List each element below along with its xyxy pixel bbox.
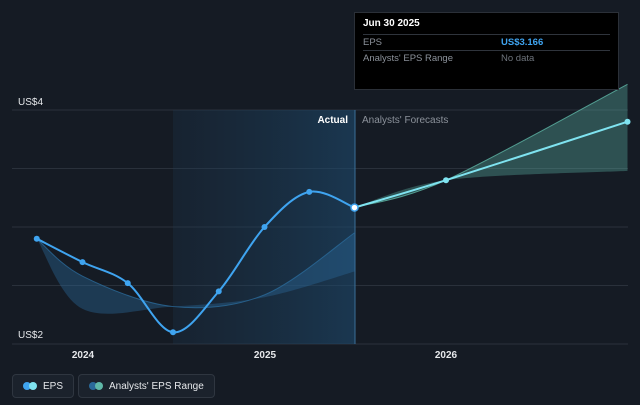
x-tick-2026: 2026 [435, 350, 458, 361]
eps-line [36, 190, 355, 334]
legend-item-eps-range[interactable]: Analysts' EPS Range [78, 374, 215, 398]
actual-label: Actual [317, 115, 348, 126]
tooltip-value: US$3.166 [501, 37, 544, 48]
y-axis-label-max: US$4 [18, 97, 43, 108]
x-tick-2024: 2024 [72, 350, 95, 361]
forecast-range-band [354, 84, 628, 208]
eps-point [33, 235, 40, 242]
legend-label: EPS [43, 380, 64, 392]
eps-point [79, 259, 86, 266]
tooltip-row-eps: EPS US$3.166 [363, 34, 610, 50]
eps-point [124, 280, 131, 287]
forecast-point [624, 118, 631, 125]
tooltip-row-range: Analysts' EPS Range No data [363, 50, 610, 66]
eps-point [215, 288, 222, 295]
tooltip-key: Analysts' EPS Range [363, 53, 453, 64]
eps-range-band [36, 232, 355, 314]
legend-item-eps[interactable]: EPS [12, 374, 75, 398]
range-upper-edge [354, 83, 628, 209]
eps-point [350, 203, 359, 212]
range-upper-edge [36, 232, 355, 309]
legend-label: Analysts' EPS Range [109, 380, 204, 392]
legend-swatch-icon [89, 382, 104, 390]
y-axis-label-min: US$2 [18, 330, 43, 341]
eps-point [170, 329, 177, 336]
x-tick-2025: 2025 [254, 350, 277, 361]
legend-swatch-icon [23, 382, 37, 390]
tooltip-key: EPS [363, 37, 383, 48]
tooltip-date: Jun 30 2025 [363, 18, 420, 29]
hover-tooltip: Jun 30 2025 EPS US$3.166 Analysts' EPS R… [354, 12, 619, 90]
eps-point [306, 188, 313, 195]
eps-point [261, 224, 268, 230]
tooltip-value: No data [501, 53, 535, 64]
eps-forecast-line [354, 120, 628, 209]
forecast-label: Analysts' Forecasts [362, 115, 448, 126]
chart-legend: EPS Analysts' EPS Range [12, 374, 215, 398]
forecast-point [443, 177, 450, 184]
